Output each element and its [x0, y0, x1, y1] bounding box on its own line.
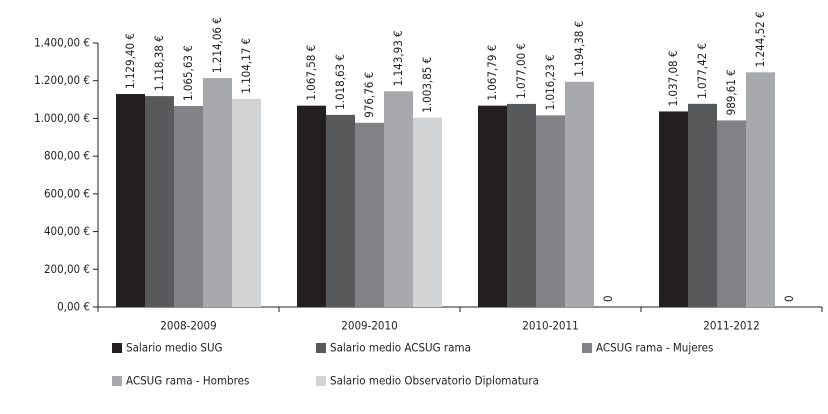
value-label: 976,76 € — [362, 72, 376, 118]
bar — [384, 91, 413, 308]
bar — [536, 115, 565, 307]
value-label: 1.077,00 € — [514, 43, 528, 99]
legend-label: ACSUG rama - Hombres — [126, 374, 249, 388]
x-tick-label: 2011-2012 — [703, 319, 759, 333]
bar — [659, 111, 688, 307]
bar — [565, 81, 594, 308]
y-tick-label: 1.000,00 € — [34, 111, 90, 125]
bar — [145, 96, 174, 307]
value-label: 989,61 € — [724, 69, 738, 115]
x-tick-label: 2009-2010 — [341, 319, 397, 333]
value-label: 0 — [782, 295, 796, 302]
value-label: 1.077,42 € — [695, 43, 709, 99]
legend-label: Salario medio ACSUG rama — [330, 341, 471, 355]
value-label: 1.194,38 € — [572, 21, 586, 77]
legend-label: ACSUG rama - Mujeres — [596, 341, 713, 355]
legend-swatch — [582, 343, 592, 353]
value-label: 1.143,93 € — [391, 30, 405, 86]
value-label: 1.067,58 € — [304, 45, 318, 101]
bar — [717, 120, 746, 308]
y-tick-label: 200,00 € — [44, 262, 90, 276]
y-tick-label: 1.200,00 € — [34, 73, 90, 87]
value-label: 1.018,63 € — [333, 54, 347, 110]
legend-swatch — [316, 343, 326, 353]
value-label: 1.104,17 € — [239, 38, 253, 94]
value-label: 1.065,63 € — [181, 45, 195, 101]
bar — [326, 114, 355, 307]
value-label: 1.118,38 € — [152, 35, 166, 91]
bar — [355, 122, 384, 307]
y-tick-label: 400,00 € — [44, 224, 90, 238]
value-label: 1.067,79 € — [485, 45, 499, 101]
y-tick-label: 0,00 € — [57, 300, 90, 314]
bar — [746, 72, 775, 307]
x-tick-label: 2010-2011 — [522, 319, 578, 333]
legend-label: Salario medio Observatorio Diplomatura — [330, 374, 539, 388]
value-label: 1.129,40 € — [123, 33, 137, 89]
value-label: 1.016,23 € — [543, 54, 557, 110]
bar — [413, 117, 442, 307]
value-label: 1.214,06 € — [210, 17, 224, 73]
y-tick-label: 1.400,00 € — [34, 36, 90, 50]
value-label: 0 — [601, 295, 615, 302]
value-label: 1.037,08 € — [666, 50, 680, 106]
legend-swatch — [112, 376, 122, 386]
bar — [297, 105, 326, 308]
bar — [507, 103, 536, 307]
bar — [174, 106, 203, 307]
y-tick-label: 800,00 € — [44, 149, 90, 163]
y-tick-label: 600,00 € — [44, 186, 90, 200]
legend-swatch — [112, 343, 122, 353]
legend-label: Salario medio SUG — [126, 341, 223, 355]
value-label: 1.003,85 € — [420, 57, 434, 113]
legend-swatch — [316, 376, 326, 386]
bar — [116, 94, 145, 307]
bar — [688, 103, 717, 307]
bar — [203, 78, 232, 307]
x-tick-label: 2008-2009 — [160, 319, 216, 333]
value-label: 1.244,52 € — [753, 11, 767, 67]
bar — [232, 98, 261, 307]
bar — [478, 105, 507, 307]
